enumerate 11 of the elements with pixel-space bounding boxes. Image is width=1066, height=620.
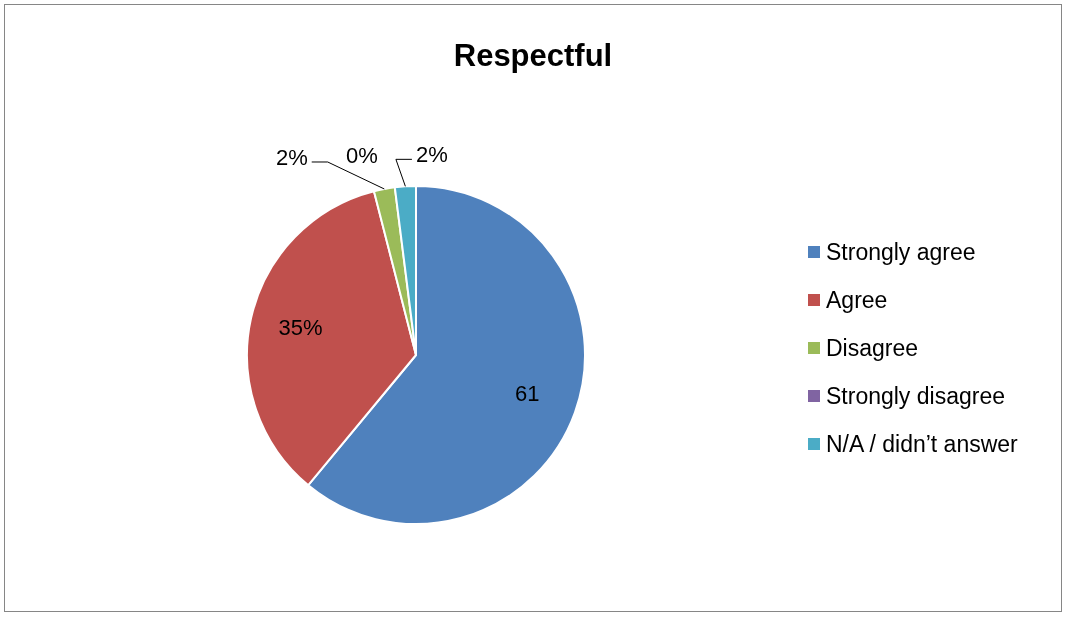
data-label: 2%	[415, 142, 448, 168]
chart-title: Respectful	[452, 37, 614, 75]
data-label: 61	[515, 381, 540, 407]
legend-label: N/A / didn’t answer	[826, 430, 1018, 458]
legend-label: Agree	[826, 286, 888, 314]
data-label: 2%	[275, 145, 308, 171]
legend-label: Strongly disagree	[826, 382, 1005, 410]
legend-label: Strongly agree	[826, 238, 976, 266]
legend-label: Disagree	[826, 334, 919, 362]
data-label: 35%	[278, 315, 323, 341]
text: 0%	[345, 143, 378, 169]
